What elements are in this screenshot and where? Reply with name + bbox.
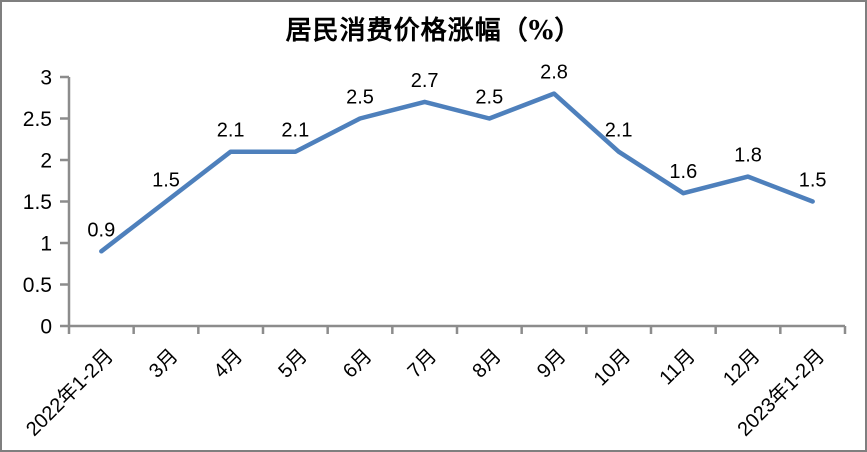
y-tick-label: 1 [40, 232, 52, 255]
data-label: 2.5 [475, 87, 503, 109]
series-line [99, 91, 815, 254]
x-tick-label: 2022年1-2月 [21, 344, 117, 440]
x-tick-label: 3月 [145, 345, 183, 383]
x-tick-label: 8月 [468, 345, 506, 383]
data-label: 1.6 [669, 161, 697, 183]
x-tick-label: 11月 [655, 345, 699, 389]
y-tick-label: 3 [40, 66, 52, 89]
y-tick-label: 0 [40, 315, 52, 338]
x-tick-label: 4月 [210, 345, 248, 383]
data-label: 1.5 [152, 170, 180, 192]
data-label: 0.9 [87, 219, 115, 241]
x-tick-label: 5月 [274, 345, 312, 383]
x-tick-label: 7月 [404, 345, 442, 383]
chart-title: 居民消费价格涨幅（%） [285, 16, 582, 46]
y-tick-label: 2 [40, 149, 52, 172]
x-tick-label: 10月 [590, 345, 635, 390]
x-tick-label: 9月 [533, 345, 571, 383]
data-label: 1.8 [734, 145, 762, 167]
data-label: 2.5 [346, 87, 374, 109]
data-label: 2.1 [605, 120, 633, 142]
y-tick-label: 1.5 [23, 191, 52, 214]
data-label: 2.8 [540, 62, 568, 84]
y-tick-label: 2.5 [23, 108, 52, 131]
data-label: 2.1 [217, 120, 245, 142]
x-tick-label: 6月 [339, 345, 377, 383]
data-label: 2.7 [411, 70, 439, 92]
y-tick-label: 0.5 [23, 274, 52, 297]
data-label: 1.5 [799, 170, 827, 192]
x-tick-label: 12月 [719, 345, 764, 390]
data-label: 2.1 [281, 120, 309, 142]
